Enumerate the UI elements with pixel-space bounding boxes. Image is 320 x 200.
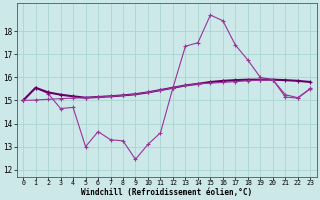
X-axis label: Windchill (Refroidissement éolien,°C): Windchill (Refroidissement éolien,°C): [81, 188, 252, 197]
